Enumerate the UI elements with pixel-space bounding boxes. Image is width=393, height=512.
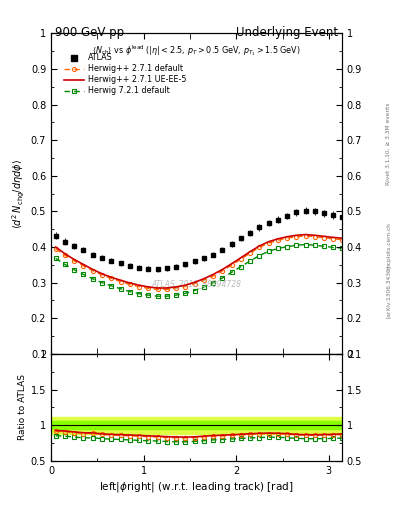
- X-axis label: left$|\phi$right$|$ (w.r.t. leading track) [rad]: left$|\phi$right$|$ (w.r.t. leading trac…: [99, 480, 294, 494]
- Text: Rivet 3.1.10, ≥ 3.3M events: Rivet 3.1.10, ≥ 3.3M events: [386, 102, 391, 185]
- Text: $\langle N_{\rm ch}\rangle$ vs $\phi^{\rm lead}$ ($|\eta| < 2.5,\, p_T > 0.5$ Ge: $\langle N_{\rm ch}\rangle$ vs $\phi^{\r…: [92, 43, 301, 58]
- Y-axis label: $\langle d^2\,N_{\rm chg}/d\eta d\phi\rangle$: $\langle d^2\,N_{\rm chg}/d\eta d\phi\ra…: [11, 159, 27, 229]
- Text: mcplots.cern.ch: mcplots.cern.ch: [386, 222, 391, 269]
- Y-axis label: Ratio to ATLAS: Ratio to ATLAS: [18, 374, 27, 440]
- Text: [arXiv:1306.3436]: [arXiv:1306.3436]: [386, 265, 391, 318]
- Text: 900 GeV pp: 900 GeV pp: [55, 26, 124, 38]
- Bar: [51, 417, 342, 434]
- Text: ATLAS_2010_S8894728: ATLAS_2010_S8894728: [151, 279, 242, 288]
- Text: Underlying Event: Underlying Event: [236, 26, 338, 38]
- Legend: ATLAS, Herwig++ 2.7.1 default, Herwig++ 2.7.1 UE-EE-5, Herwig 7.2.1 default: ATLAS, Herwig++ 2.7.1 default, Herwig++ …: [61, 50, 190, 99]
- Bar: [51, 421, 342, 430]
